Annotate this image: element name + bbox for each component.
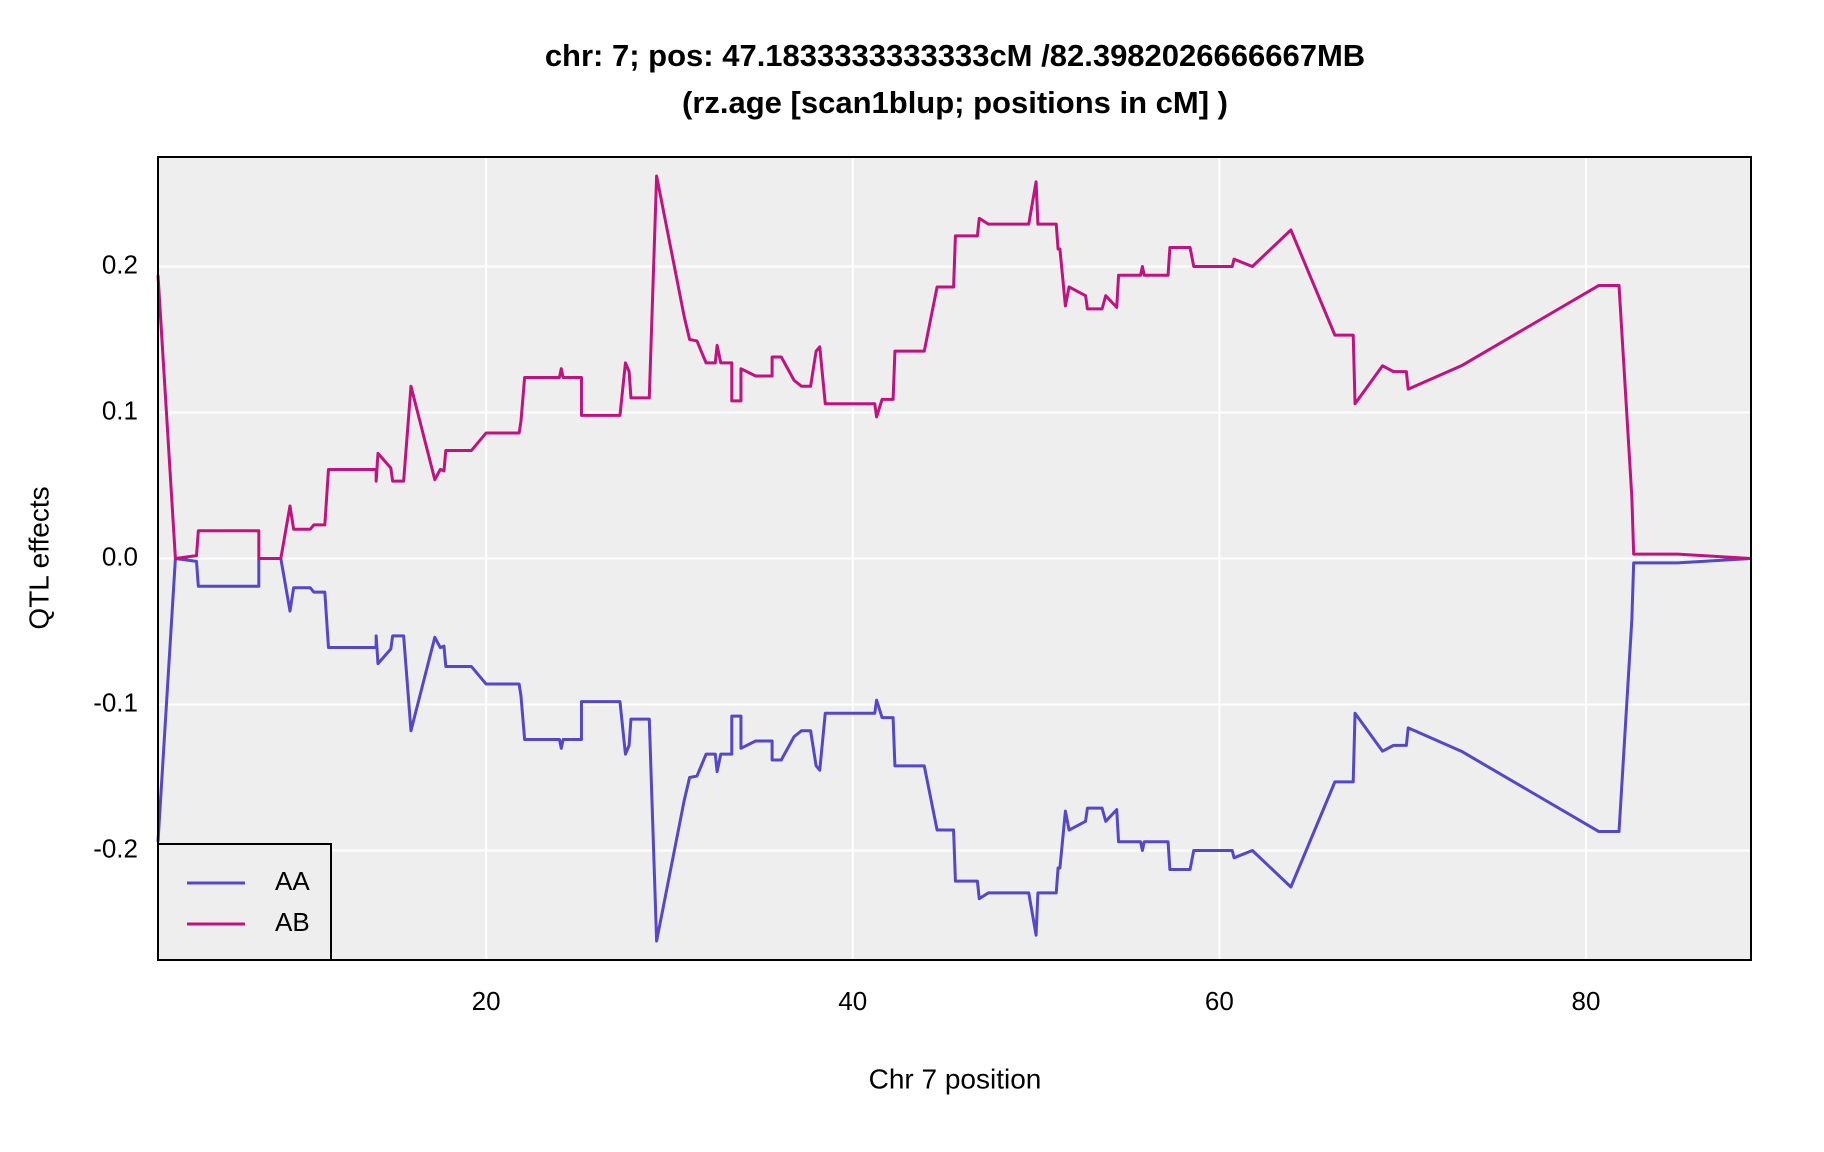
legend: AA AB xyxy=(157,843,332,961)
x-tick-label: 60 xyxy=(1205,986,1234,1016)
data-line xyxy=(156,557,1752,943)
y-tick-label: -0.1 xyxy=(93,687,138,717)
x-tick-label: 80 xyxy=(1572,986,1601,1016)
x-tick-label: 20 xyxy=(472,986,501,1016)
legend-box xyxy=(157,843,332,961)
y-tick-label: -0.2 xyxy=(93,833,138,863)
legend-label: AB xyxy=(275,907,310,937)
data-line xyxy=(156,174,1752,560)
chart-title: chr: 7; pos: 47.1833333333333cM /82.3982… xyxy=(545,38,1365,73)
y-tick-label: 0.1 xyxy=(102,395,138,425)
x-axis-title: Chr 7 position xyxy=(869,1063,1042,1094)
legend-label: AA xyxy=(275,866,310,896)
plot-frame xyxy=(157,156,1752,961)
x-tick-label: 40 xyxy=(838,986,867,1016)
y-axis-title: QTL effects xyxy=(23,486,54,629)
chart-subtitle: (rz.age [scan1blup; positions in cM] ) xyxy=(682,85,1228,120)
y-tick-label: 0.2 xyxy=(102,249,138,279)
y-tick-label: 0.0 xyxy=(102,541,138,571)
